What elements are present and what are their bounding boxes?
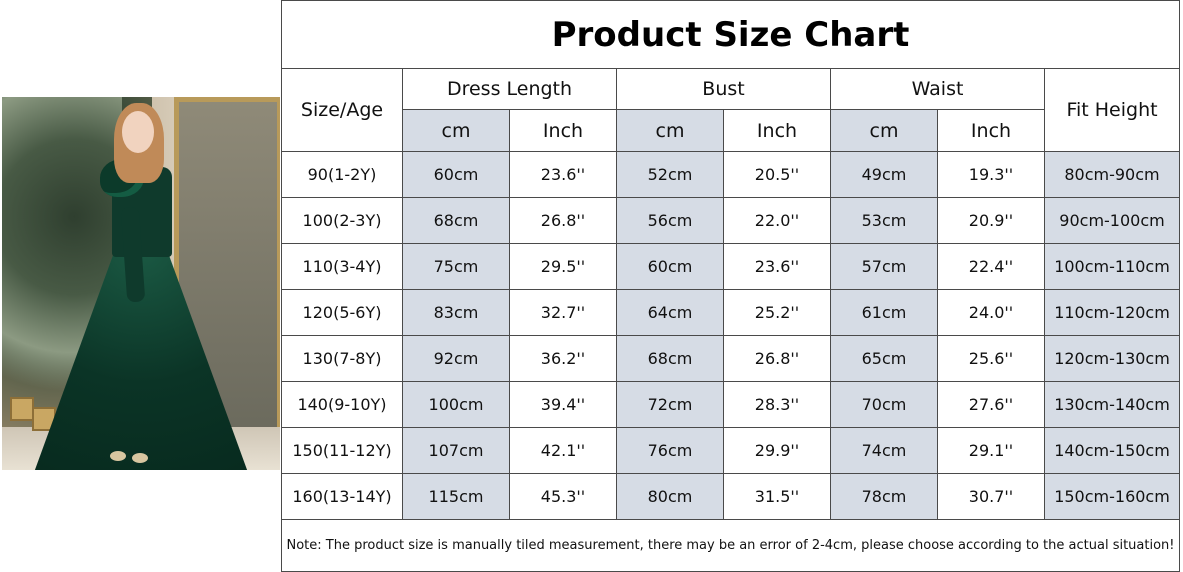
bust-inch-cell: 26.8'' bbox=[723, 335, 831, 382]
size-row: 140(9-10Y) 100cm 39.4'' 72cm 28.3'' 70cm 27.6'… bbox=[281, 381, 1180, 428]
waist-cm-cell: 65cm bbox=[830, 335, 938, 382]
bust-cm-cell: 64cm bbox=[616, 289, 724, 336]
bust-cm-cell: 76cm bbox=[616, 427, 724, 474]
bust-inch-cell: 28.3'' bbox=[723, 381, 831, 428]
size-age-cell: 120(5-6Y) bbox=[281, 289, 403, 336]
bust-inch-cell: 23.6'' bbox=[723, 243, 831, 290]
waist-inch-cell: 20.9'' bbox=[937, 197, 1045, 244]
waist-inch-cell: 30.7'' bbox=[937, 473, 1045, 520]
dress-length-inch-cell: 39.4'' bbox=[509, 381, 617, 428]
waist-inch-cell: 29.1'' bbox=[937, 427, 1045, 474]
bust-inch-cell: 31.5'' bbox=[723, 473, 831, 520]
bust-cm-cell: 52cm bbox=[616, 151, 724, 198]
waist-cm-cell: 49cm bbox=[830, 151, 938, 198]
dress-length-cm-cell: 100cm bbox=[402, 381, 510, 428]
size-age-cell: 140(9-10Y) bbox=[281, 381, 403, 428]
dress-length-inch-cell: 36.2'' bbox=[509, 335, 617, 382]
dress-length-cm-cell: 68cm bbox=[402, 197, 510, 244]
waist-cm-cell: 74cm bbox=[830, 427, 938, 474]
dress-length-cm-cell: 75cm bbox=[402, 243, 510, 290]
dress-length-cm-cell: 92cm bbox=[402, 335, 510, 382]
fit-height-cell: 140cm-150cm bbox=[1044, 427, 1180, 474]
bust-cm-cell: 68cm bbox=[616, 335, 724, 382]
dress-length-inch-cell: 29.5'' bbox=[509, 243, 617, 290]
size-age-cell: 100(2-3Y) bbox=[281, 197, 403, 244]
header-dress-length: Dress Length bbox=[402, 68, 617, 110]
size-row: 160(13-14Y) 115cm 45.3'' 80cm 31.5'' 78cm 30.7… bbox=[281, 473, 1180, 520]
size-age-cell: 130(7-8Y) bbox=[281, 335, 403, 382]
dress-length-inch-cell: 45.3'' bbox=[509, 473, 617, 520]
size-rows: 90(1-2Y) 60cm 23.6'' 52cm 20.5'' 49cm 19.3'' 80… bbox=[281, 151, 1180, 520]
dress-length-cm-cell: 83cm bbox=[402, 289, 510, 336]
waist-inch-cell: 19.3'' bbox=[937, 151, 1045, 198]
fit-height-cell: 80cm-90cm bbox=[1044, 151, 1180, 198]
waist-inch-cell: 24.0'' bbox=[937, 289, 1045, 336]
size-row: 100(2-3Y) 68cm 26.8'' 56cm 22.0'' 53cm 20.9'' 9… bbox=[281, 197, 1180, 244]
bust-cm-cell: 56cm bbox=[616, 197, 724, 244]
product-photo bbox=[2, 97, 280, 470]
waist-cm-cell: 53cm bbox=[830, 197, 938, 244]
bust-inch-cell: 29.9'' bbox=[723, 427, 831, 474]
subheader-inch: Inch bbox=[723, 109, 831, 152]
fit-height-cell: 110cm-120cm bbox=[1044, 289, 1180, 336]
subheader-cm: cm bbox=[616, 109, 724, 152]
fit-height-cell: 120cm-130cm bbox=[1044, 335, 1180, 382]
dress-length-inch-cell: 32.7'' bbox=[509, 289, 617, 336]
bust-inch-cell: 25.2'' bbox=[723, 289, 831, 336]
header-waist: Waist bbox=[830, 68, 1045, 110]
dress-length-cm-cell: 107cm bbox=[402, 427, 510, 474]
dress-length-inch-cell: 26.8'' bbox=[509, 197, 617, 244]
subheader-inch: Inch bbox=[509, 109, 617, 152]
size-row: 150(11-12Y) 107cm 42.1'' 76cm 29.9'' 74cm 29.1… bbox=[281, 427, 1180, 474]
bust-cm-cell: 60cm bbox=[616, 243, 724, 290]
waist-inch-cell: 25.6'' bbox=[937, 335, 1045, 382]
dress-length-cm-cell: 115cm bbox=[402, 473, 510, 520]
size-age-cell: 160(13-14Y) bbox=[281, 473, 403, 520]
shoe-graphic bbox=[132, 453, 148, 463]
bust-inch-cell: 22.0'' bbox=[723, 197, 831, 244]
waist-cm-cell: 78cm bbox=[830, 473, 938, 520]
bust-cm-cell: 72cm bbox=[616, 381, 724, 428]
dress-length-inch-cell: 42.1'' bbox=[509, 427, 617, 474]
size-age-cell: 150(11-12Y) bbox=[281, 427, 403, 474]
size-row: 120(5-6Y) 83cm 32.7'' 64cm 25.2'' 61cm 24.0'' 1… bbox=[281, 289, 1180, 336]
fit-height-cell: 130cm-140cm bbox=[1044, 381, 1180, 428]
subheader-cm: cm bbox=[830, 109, 938, 152]
shoe-graphic bbox=[110, 451, 126, 461]
waist-inch-cell: 22.4'' bbox=[937, 243, 1045, 290]
size-age-cell: 90(1-2Y) bbox=[281, 151, 403, 198]
fit-height-cell: 100cm-110cm bbox=[1044, 243, 1180, 290]
waist-inch-cell: 27.6'' bbox=[937, 381, 1045, 428]
size-row: 130(7-8Y) 92cm 36.2'' 68cm 26.8'' 65cm 25.6'' 1… bbox=[281, 335, 1180, 382]
size-age-cell: 110(3-4Y) bbox=[281, 243, 403, 290]
gift-box-graphic bbox=[10, 397, 34, 421]
size-row: 90(1-2Y) 60cm 23.6'' 52cm 20.5'' 49cm 19.3'' 80… bbox=[281, 151, 1180, 198]
product-photo-panel bbox=[0, 0, 281, 569]
bust-inch-cell: 20.5'' bbox=[723, 151, 831, 198]
fit-height-cell: 90cm-100cm bbox=[1044, 197, 1180, 244]
dress-length-inch-cell: 23.6'' bbox=[509, 151, 617, 198]
waist-cm-cell: 57cm bbox=[830, 243, 938, 290]
subheader-cm: cm bbox=[402, 109, 510, 152]
subheader-inch: Inch bbox=[937, 109, 1045, 152]
measurement-note: Note: The product size is manually tiled… bbox=[281, 519, 1180, 572]
waist-cm-cell: 70cm bbox=[830, 381, 938, 428]
bust-cm-cell: 80cm bbox=[616, 473, 724, 520]
chart-title: Product Size Chart bbox=[281, 0, 1180, 69]
face-graphic bbox=[122, 111, 154, 153]
waist-cm-cell: 61cm bbox=[830, 289, 938, 336]
dress-length-cm-cell: 60cm bbox=[402, 151, 510, 198]
size-chart-table: Product Size Chart Size/Age Dress Length… bbox=[281, 0, 1180, 572]
header-bust: Bust bbox=[616, 68, 831, 110]
size-row: 110(3-4Y) 75cm 29.5'' 60cm 23.6'' 57cm 22.4'' 1… bbox=[281, 243, 1180, 290]
header-size-age: Size/Age bbox=[281, 68, 403, 152]
fit-height-cell: 150cm-160cm bbox=[1044, 473, 1180, 520]
header-fit-height: Fit Height bbox=[1044, 68, 1180, 152]
